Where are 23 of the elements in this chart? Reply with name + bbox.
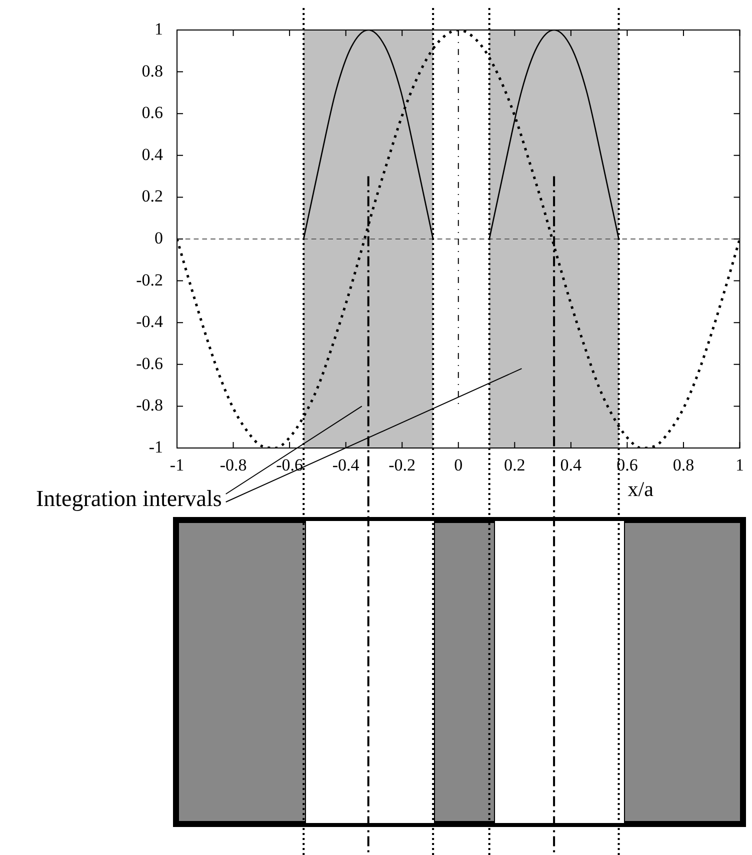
y-tick-label: 0.6 (142, 103, 163, 122)
y-tick-label: 0.2 (142, 186, 163, 206)
x-axis-title: x/a (628, 477, 654, 502)
y-tick-label: -0.4 (136, 312, 164, 332)
y-tick-label: 0.8 (142, 61, 163, 80)
x-tick-label: -0.4 (332, 456, 360, 475)
y-tick-label: -0.6 (136, 354, 163, 373)
x-tick-label: -0.2 (388, 456, 416, 475)
x-tick-label: -1 (170, 456, 184, 475)
y-tick-label: -1 (148, 437, 163, 456)
y-tick-label: -0.8 (136, 396, 163, 415)
x-tick-label: 0.2 (504, 456, 526, 475)
y-tick-label: -0.2 (136, 270, 163, 290)
y-tick-label: 0 (154, 228, 163, 248)
x-tick-label: -0.6 (276, 456, 304, 475)
x-tick-label: 0.4 (560, 456, 582, 475)
text: Integration intervals (36, 486, 222, 512)
y-tick-label: 0.4 (142, 144, 164, 164)
x-tick-label: 0 (454, 456, 463, 475)
x-tick-label: 1 (736, 456, 744, 475)
y-tick-label: 1 (154, 19, 163, 38)
x-tick-label: 0.8 (672, 456, 694, 475)
x-tick-label: -0.8 (220, 456, 247, 475)
